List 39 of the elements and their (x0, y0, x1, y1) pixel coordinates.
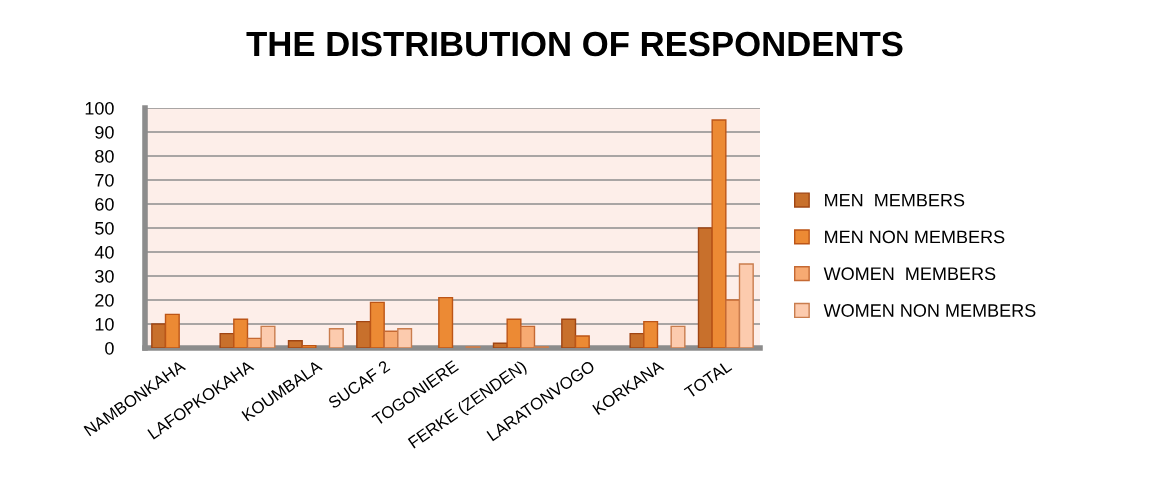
bar (574, 335, 590, 348)
bar (725, 299, 741, 348)
bar (711, 119, 727, 348)
bar (438, 296, 454, 348)
bar (670, 325, 686, 348)
y-tick-label: 90 (95, 125, 114, 139)
legend-label: MEN MEMBERS (825, 193, 965, 207)
bar (151, 323, 167, 348)
y-tick-label: 10 (95, 317, 114, 331)
bar (738, 263, 754, 348)
bar (506, 318, 522, 348)
bar (561, 318, 577, 348)
y-tick-label: 100 (85, 101, 114, 115)
bar (520, 325, 536, 348)
legend-label: WOMEN MEMBERS (823, 267, 996, 281)
bar (233, 318, 249, 348)
bar (301, 344, 317, 348)
y-tick-label: 0 (105, 341, 114, 355)
y-tick-label: 30 (95, 269, 114, 283)
bar (287, 340, 303, 348)
bar (369, 301, 385, 348)
bar (383, 330, 399, 348)
bar (164, 313, 180, 348)
bar (219, 332, 235, 348)
bar (643, 320, 659, 348)
bar (397, 328, 413, 348)
y-tick-label: 60 (95, 197, 114, 211)
y-tick-label: 50 (95, 221, 114, 235)
y-tick-label: 70 (95, 173, 114, 187)
y-tick-label: 40 (94, 245, 114, 259)
legend-label: WOMEN NON MEMBERS (823, 304, 1036, 317)
bar (260, 325, 276, 348)
bar (356, 320, 372, 348)
legend-label: MEN NON MEMBERS (825, 230, 1005, 244)
chart-title: THE DISTRIBUTION OF RESPONDENTS (246, 31, 903, 57)
bar (629, 332, 645, 348)
bar (328, 328, 344, 348)
y-tick-label: 80 (95, 149, 114, 163)
y-tick-label: 20 (95, 293, 114, 307)
